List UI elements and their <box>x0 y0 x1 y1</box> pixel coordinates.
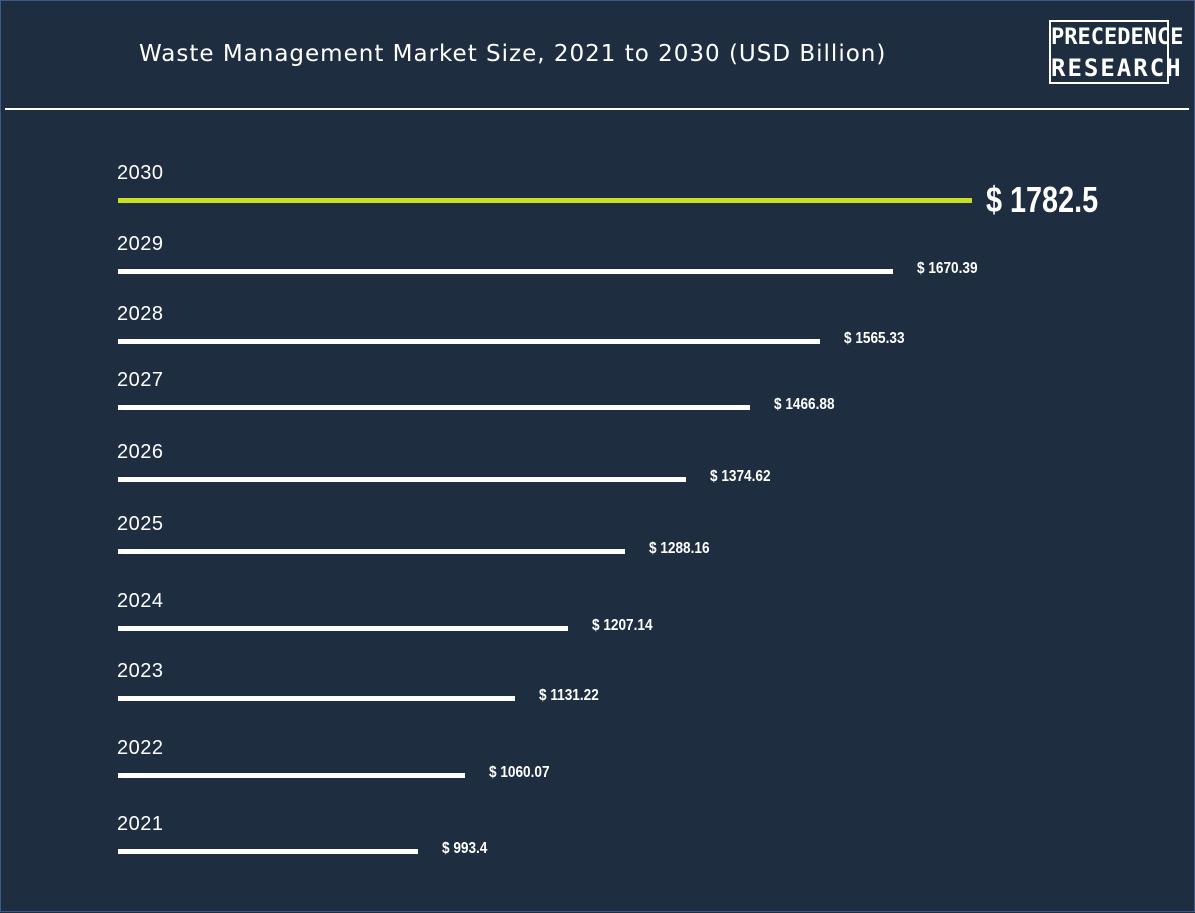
year-label: 2025 <box>117 513 164 535</box>
year-label: 2024 <box>117 590 164 612</box>
value-label: $ 1131.22 <box>539 687 599 704</box>
year-label: 2022 <box>117 737 164 759</box>
year-label: 2021 <box>117 813 164 835</box>
year-label: 2023 <box>117 660 164 682</box>
header-divider <box>5 108 1189 110</box>
bar <box>118 405 750 410</box>
bar <box>118 626 568 631</box>
value-label: $ 993.4 <box>442 840 488 857</box>
value-label: $ 1374.62 <box>710 468 771 485</box>
bar <box>118 849 418 854</box>
year-label: 2030 <box>117 162 164 184</box>
bar <box>118 549 625 554</box>
logo-text-line2: RESEARCH <box>1051 54 1183 82</box>
year-label: 2027 <box>117 369 164 391</box>
value-label: $ 1565.33 <box>844 330 905 347</box>
value-label: $ 1782.5 <box>986 179 1099 220</box>
precedence-research-logo: PRECEDENCE RESEARCH <box>1049 20 1184 84</box>
bar <box>118 696 515 701</box>
value-label: $ 1207.14 <box>592 617 653 634</box>
year-label: 2028 <box>117 303 164 325</box>
value-label: $ 1670.39 <box>917 260 978 277</box>
bar <box>118 269 893 274</box>
chart-title: Waste Management Market Size, 2021 to 20… <box>139 41 887 67</box>
bar <box>118 477 686 482</box>
logo-text-line1: PRECEDENCE <box>1051 25 1184 50</box>
year-label: 2026 <box>117 441 164 463</box>
year-label: 2029 <box>117 233 164 255</box>
bar <box>118 773 465 778</box>
value-label: $ 1466.88 <box>774 396 835 413</box>
bar <box>118 198 972 203</box>
bar <box>118 339 820 344</box>
value-label: $ 1060.07 <box>489 764 550 781</box>
value-label: $ 1288.16 <box>649 540 710 557</box>
